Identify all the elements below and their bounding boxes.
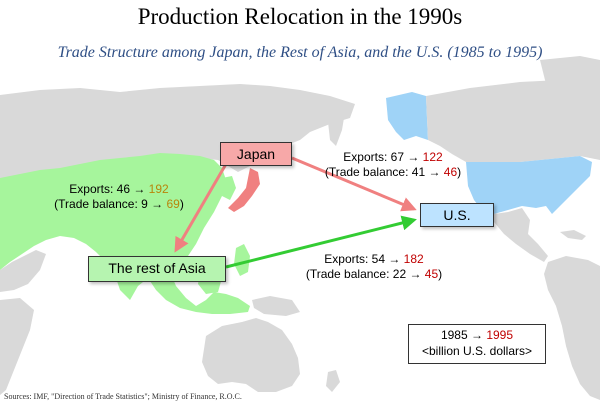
land-caribbean xyxy=(560,230,586,240)
arrow-japan-to-asia xyxy=(174,163,228,253)
node-rest-of-asia: The rest of Asia xyxy=(88,256,226,282)
node-japan: Japan xyxy=(220,142,292,166)
legend-unit: <billion U.S. dollars> xyxy=(421,344,533,358)
land-south-america xyxy=(544,256,600,400)
land-korea xyxy=(222,176,236,200)
exports-line: Exports: 46 → 192 xyxy=(69,182,169,196)
land-mexico xyxy=(482,208,548,262)
balance-line: (Trade balance: 22 → 45) xyxy=(305,267,443,281)
balance-line: (Trade balance: 9 → 69) xyxy=(54,197,184,211)
land-new-zealand xyxy=(326,370,340,392)
balance-line: (Trade balance: 41 → 46) xyxy=(324,165,462,179)
land-japan xyxy=(228,168,260,212)
label-japan-to-us: Exports: 67 → 122 (Trade balance: 41 → 4… xyxy=(313,150,473,180)
source-note: Sources: IMF, "Direction of Trade Statis… xyxy=(4,392,242,401)
arrow-japan-to-us xyxy=(291,156,417,212)
exports-line: Exports: 54 → 182 xyxy=(324,252,424,266)
exports-line: Exports: 67 → 122 xyxy=(343,150,443,164)
page-title: Production Relocation in the 1990s xyxy=(137,4,463,29)
land-canada xyxy=(426,78,600,162)
land-rest-of-asia xyxy=(0,153,250,314)
land-middle-east xyxy=(0,250,46,292)
land-united-states xyxy=(466,156,592,214)
node-us: U.S. xyxy=(420,203,494,227)
land-new-guinea xyxy=(252,296,300,316)
label-japan-to-asia: Exports: 46 → 192 (Trade balance: 9 → 69… xyxy=(44,182,194,212)
legend-years: 1985 → 1995 xyxy=(440,328,514,342)
land-australia xyxy=(202,318,300,392)
page-subtitle: Trade Structure among Japan, the Rest of… xyxy=(57,44,543,61)
land-alaska xyxy=(386,92,428,140)
land-philippines xyxy=(234,244,250,276)
arrow-asia-to-us xyxy=(225,215,417,269)
label-asia-to-us: Exports: 54 → 182 (Trade balance: 22 → 4… xyxy=(294,252,454,282)
land-kamchatka xyxy=(328,104,345,146)
land-africa xyxy=(0,298,34,395)
land-northern-asia xyxy=(0,84,355,180)
legend-box: 1985 → 1995 <billion U.S. dollars> xyxy=(408,324,546,364)
land-greenland xyxy=(540,56,600,96)
